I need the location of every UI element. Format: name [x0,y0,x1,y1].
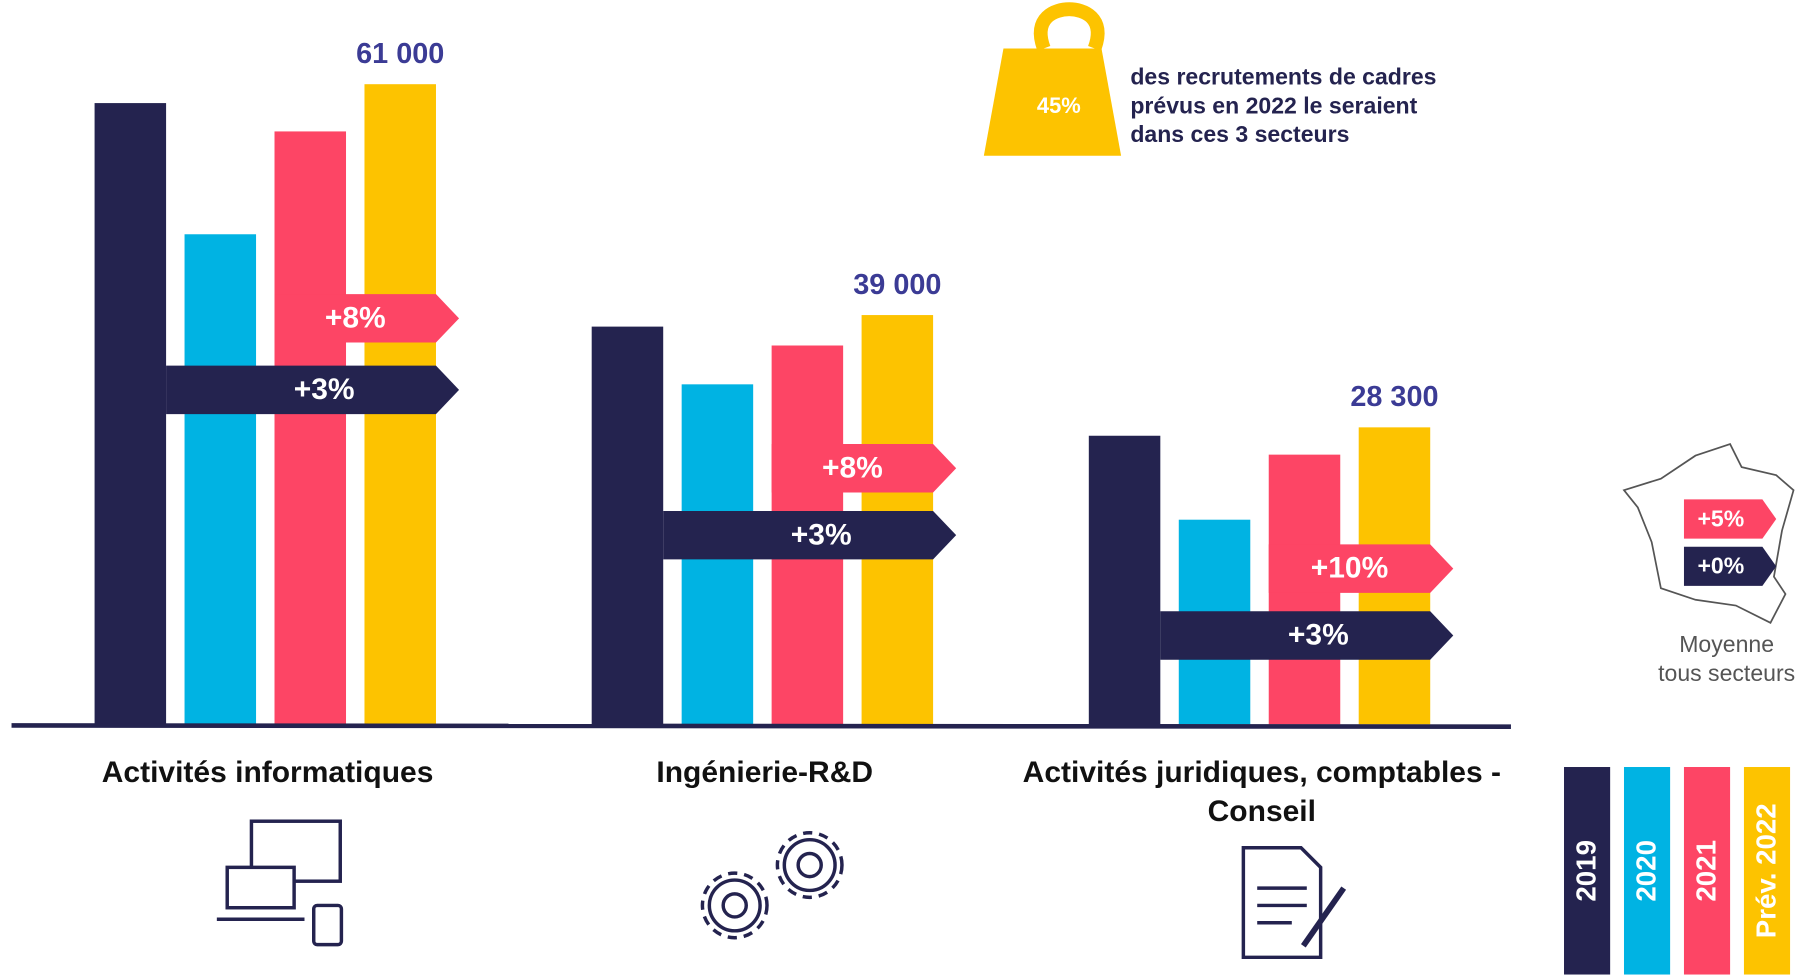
gears-icon [700,831,844,940]
share-text: des recrutements de cadres [1130,64,1436,90]
growth-arrow [1268,544,1454,593]
legend-label: 2019 [1571,840,1602,902]
value-label: 39 000 [853,269,941,301]
growth-arrow [1160,611,1454,660]
weight-icon [983,2,1122,156]
bar [184,234,257,725]
average-2021: +5% [1697,505,1744,531]
average-label: tous secteurs [1658,660,1795,686]
bar [94,103,167,725]
legend-swatch [1743,767,1791,975]
average-label: Moyenne [1679,631,1774,657]
legend-swatch [1683,767,1731,975]
legend-label: Prév. 2022 [1750,803,1781,938]
growth-label: +8% [822,451,883,484]
weight-value: 45% [1037,93,1081,118]
average-2019: +0% [1697,553,1744,579]
share-text: dans ces 3 secteurs [1130,121,1349,147]
bar [1088,435,1161,725]
growth-label: +3% [1288,619,1349,652]
bar [591,326,664,725]
badge [1683,499,1777,539]
bar [274,131,347,725]
legend-swatch [1564,767,1611,975]
growth-label: +8% [325,301,386,334]
category-label: Activités informatiques [101,754,434,789]
growth-label: +3% [791,518,852,551]
category-label: Ingénierie-R&D [656,754,874,789]
badge [1683,546,1777,586]
growth-arrow [663,510,957,560]
legend-label: 2021 [1690,840,1721,902]
baseline [11,723,1511,729]
category-label: Activités juridiques, comptables - Conse… [1022,754,1501,829]
value-label: 61 000 [356,38,444,70]
growth-arrow [771,444,957,493]
growth-arrow [166,365,460,415]
growth-arrow [274,294,460,343]
growth-label: +3% [294,373,355,406]
document-icon [1241,846,1347,960]
legend-label: 2020 [1631,840,1662,902]
computer-icon [216,819,344,947]
legend-swatch [1623,767,1671,975]
value-label: 28 300 [1350,381,1438,413]
growth-label: +10% [1311,552,1388,585]
share-text: prévus en 2022 le seraient [1130,92,1417,118]
